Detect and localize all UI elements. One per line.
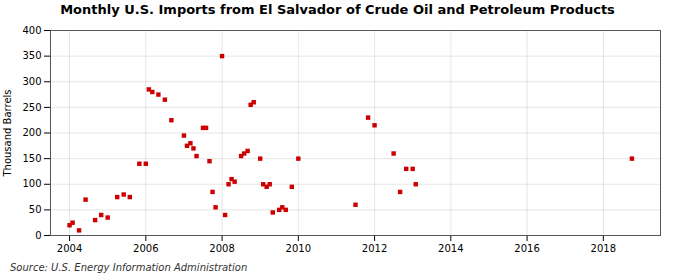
svg-text:2016: 2016 (514, 243, 539, 254)
svg-text:50: 50 (29, 204, 42, 215)
svg-text:2004: 2004 (57, 243, 82, 254)
svg-text:350: 350 (22, 50, 41, 61)
html-text:Monthly U.S. Imports from El S: Monthly U.S. Imports from El Salvador of… (60, 2, 615, 17)
svg-text:Thousand Barrels: Thousand Barrels (2, 89, 13, 177)
svg-text:2008: 2008 (209, 243, 234, 254)
svg-text:200: 200 (22, 127, 41, 138)
svg-text:150: 150 (22, 153, 41, 164)
svg-text:2012: 2012 (362, 243, 387, 254)
svg-text:2006: 2006 (133, 243, 158, 254)
svg-text:2010: 2010 (286, 243, 311, 254)
svg-text:2018: 2018 (591, 243, 616, 254)
html-text:Source: U.S. Energy Informatio: Source: U.S. Energy Information Administ… (10, 262, 248, 273)
svg-text:2014: 2014 (438, 243, 463, 254)
svg-text:250: 250 (22, 102, 41, 113)
svg-text:400: 400 (22, 25, 41, 36)
svg-text:0: 0 (35, 230, 41, 241)
svg-text:300: 300 (22, 76, 41, 87)
svg-text:100: 100 (22, 178, 41, 189)
